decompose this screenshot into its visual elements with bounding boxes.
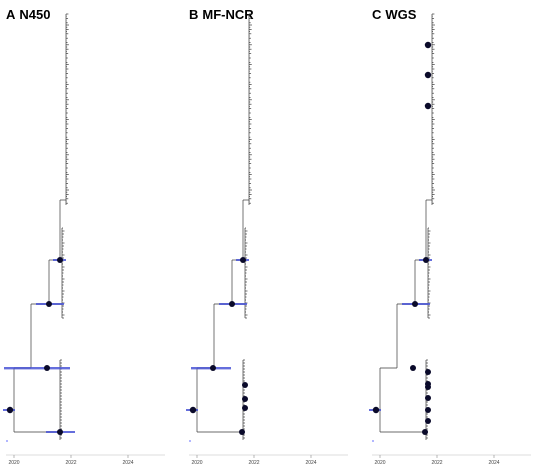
axis-label-2020: 2020 bbox=[191, 460, 202, 466]
tree-branches bbox=[7, 13, 69, 440]
node-internal-1 bbox=[46, 301, 52, 307]
panel-a-name: N450 bbox=[19, 7, 51, 22]
tree-nodes bbox=[6, 257, 63, 435]
tree-branches bbox=[373, 13, 435, 440]
tree-error-bars bbox=[186, 259, 249, 411]
node-lower-tip bbox=[242, 382, 248, 388]
node-internal-1 bbox=[229, 301, 235, 307]
tree-nodes bbox=[372, 41, 432, 435]
panel-c-letter: C bbox=[372, 7, 382, 22]
axis-label-2024: 2024 bbox=[122, 460, 133, 466]
panel-b-tree: 2020 2022 2024 bbox=[186, 13, 348, 466]
tree-tips bbox=[6, 440, 8, 442]
node-internal-2 bbox=[57, 257, 63, 263]
node-root bbox=[6, 406, 14, 414]
node-lower-clade bbox=[239, 429, 245, 435]
node-upper-tip bbox=[424, 102, 432, 110]
node-upper-clade bbox=[210, 365, 216, 371]
node-lower-tip bbox=[242, 396, 248, 402]
node-root bbox=[189, 406, 197, 414]
axis: 2020 2022 2024 bbox=[372, 454, 531, 466]
tip-marker bbox=[189, 440, 191, 442]
tree-error-bars bbox=[369, 259, 432, 411]
axis-label-2020: 2020 bbox=[374, 460, 385, 466]
node-internal-2 bbox=[423, 257, 429, 263]
tree-tips bbox=[189, 440, 191, 442]
tip-marker bbox=[6, 440, 8, 442]
axis-label-2022: 2022 bbox=[248, 460, 259, 466]
node-upper-tip bbox=[424, 71, 432, 79]
hpd-bar-upper bbox=[4, 367, 70, 370]
panel-a: A N450 2020 2022 2024 bbox=[0, 0, 183, 470]
tree-tips bbox=[372, 440, 374, 442]
node-root bbox=[372, 406, 380, 414]
panel-a-letter: A bbox=[6, 7, 16, 22]
node-internal-1 bbox=[412, 301, 418, 307]
panel-b: B MF-NCR 2020 2022 2024 bbox=[183, 0, 366, 470]
axis-label-2020: 2020 bbox=[8, 460, 19, 466]
axis-label-2024: 2024 bbox=[305, 460, 316, 466]
panel-a-title: A N450 bbox=[6, 7, 50, 22]
axis-label-2022: 2022 bbox=[65, 460, 76, 466]
panel-b-letter: B bbox=[189, 7, 199, 22]
node-upper-tip bbox=[424, 41, 432, 49]
node-lower-tip bbox=[425, 407, 431, 413]
panel-a-tree: 2020 2022 2024 bbox=[3, 13, 165, 466]
axis-label-2024: 2024 bbox=[488, 460, 499, 466]
node-lower-tip bbox=[425, 395, 431, 401]
panel-c-tree: 2020 2022 2024 bbox=[369, 13, 531, 466]
tip-marker bbox=[372, 440, 374, 442]
node-lower-tip bbox=[425, 369, 431, 375]
node-lower-tip bbox=[425, 418, 431, 424]
panel-c-title: C WGS bbox=[372, 7, 416, 22]
panel-c-name: WGS bbox=[385, 7, 417, 22]
axis: 2020 2022 2024 bbox=[6, 454, 165, 466]
node-lower-clade bbox=[422, 429, 428, 435]
panel-b-title: B MF-NCR bbox=[189, 7, 254, 22]
node-internal-2 bbox=[240, 257, 246, 263]
node-lower-tip bbox=[242, 405, 248, 411]
panel-c: C WGS 2020 2022 2024 bbox=[366, 0, 549, 470]
tree-branches bbox=[190, 13, 252, 440]
node-lower-tip bbox=[425, 384, 431, 390]
node-upper-clade bbox=[44, 365, 50, 371]
axis-label-2022: 2022 bbox=[431, 460, 442, 466]
node-upper-clade bbox=[410, 365, 416, 371]
node-lower-clade bbox=[57, 429, 63, 435]
panel-b-name: MF-NCR bbox=[202, 7, 254, 22]
axis: 2020 2022 2024 bbox=[189, 454, 348, 466]
tree-nodes bbox=[189, 257, 248, 435]
